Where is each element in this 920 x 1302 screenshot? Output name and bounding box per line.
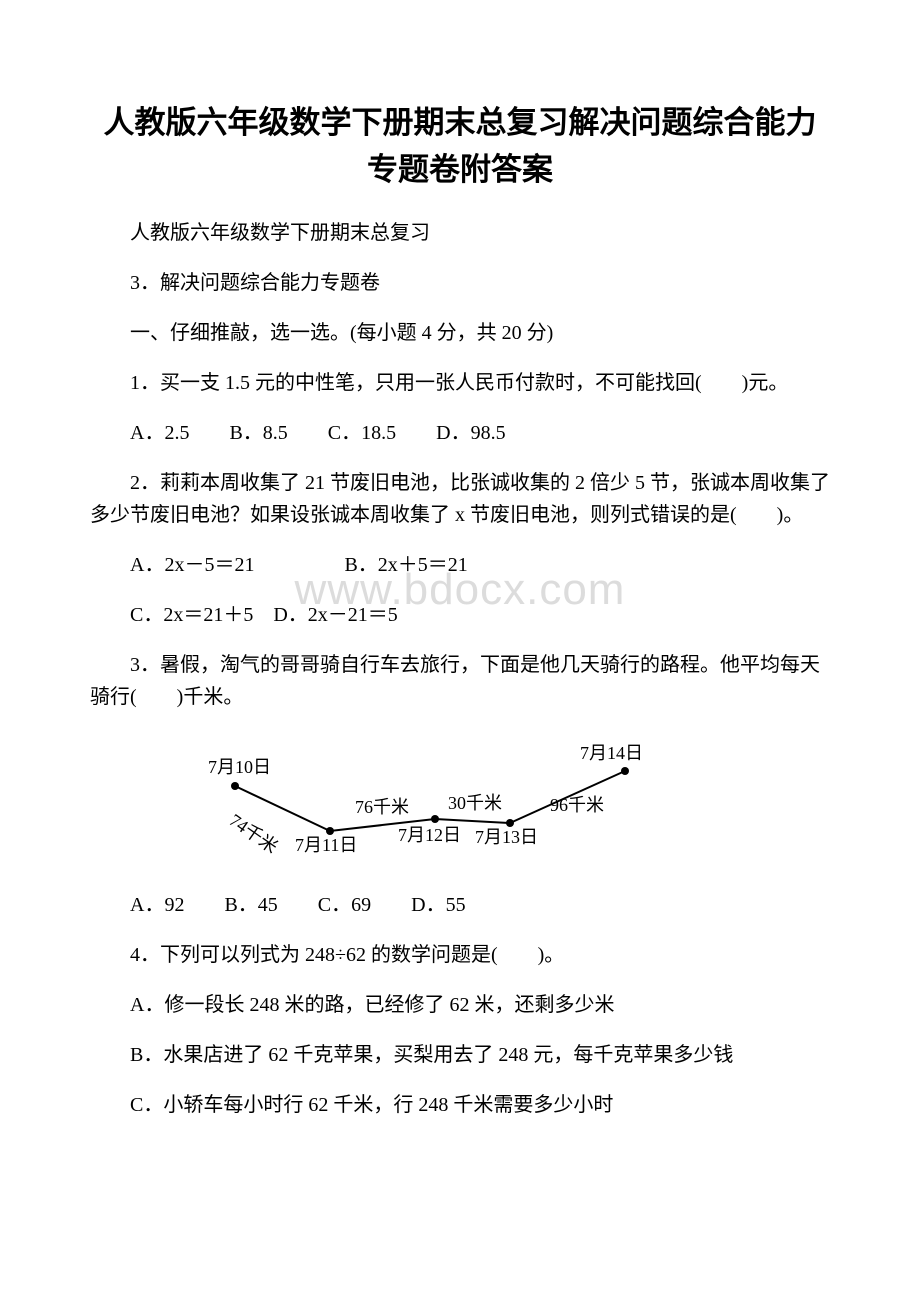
q3-text: 3．暑假，淘气的哥哥骑自行车去旅行，下面是他几天骑行的路程。他平均每天骑行( )… [90,649,830,713]
q2-options-ab: A．2x－5＝21 B．2x＋5＝21 [90,549,830,581]
svg-text:7月10日: 7月10日 [208,757,271,777]
svg-text:7月14日: 7月14日 [580,743,643,763]
q4-text: 4．下列可以列式为 248÷62 的数学问题是( )。 [90,939,830,971]
q3-options: A．92 B．45 C．69 D．55 [90,889,830,921]
q4-opt-a: A．修一段长 248 米的路，已经修了 62 米，还剩多少米 [90,989,830,1021]
part1-header: 一、仔细推敲，选一选。(每小题 4 分，共 20 分) [90,317,830,349]
q2-opt-b: B．2x＋5＝21 [344,554,467,576]
svg-text:96千米: 96千米 [550,795,604,815]
q3-diagram: 7月10日 7月11日 7月12日 7月13日 7月14日 74千米 76千米 30千米 96千… [180,731,680,871]
svg-text:76千米: 76千米 [355,797,409,817]
svg-text:7月11日: 7月11日 [295,835,357,855]
subtitle-text: 人教版六年级数学下册期末总复习 [90,217,830,249]
q2-opt-a: A．2x－5＝21 [130,554,254,576]
svg-text:7月13日: 7月13日 [475,827,538,847]
svg-text:7月12日: 7月12日 [398,825,461,845]
q4-opt-b: B．水果店进了 62 千克苹果，买梨用去了 248 元，每千克苹果多少钱 [90,1039,830,1071]
q2-options-cd: C．2x＝21＋5 D．2x－21＝5 [90,599,830,631]
section-header: 3．解决问题综合能力专题卷 [90,267,830,299]
q4-opt-c: C．小轿车每小时行 62 千米，行 248 千米需要多少小时 [90,1089,830,1121]
q1-options: A．2.5 B．8.5 C．18.5 D．98.5 [90,417,830,449]
q2-text: 2．莉莉本周收集了 21 节废旧电池，比张诚收集的 2 倍少 5 节，张诚本周收… [90,467,830,531]
document-content: 人教版六年级数学下册期末总复习解决问题综合能力专题卷附答案 人教版六年级数学下册… [90,100,830,1121]
document-title: 人教版六年级数学下册期末总复习解决问题综合能力专题卷附答案 [90,100,830,193]
q1-text: 1．买一支 1.5 元的中性笔，只用一张人民币付款时，不可能找回( )元。 [90,367,830,399]
svg-text:30千米: 30千米 [448,793,502,813]
svg-text:74千米: 74千米 [226,810,282,857]
